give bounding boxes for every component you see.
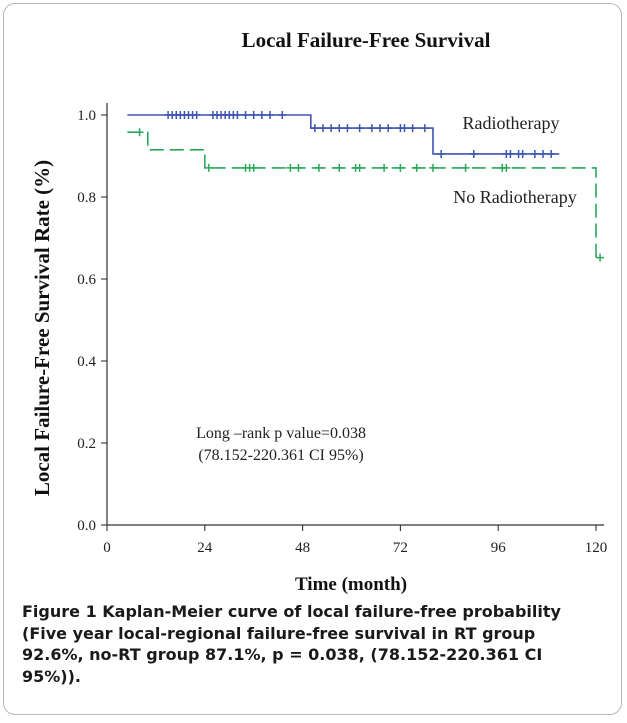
y-tick-label: 1.0 [77, 108, 96, 124]
y-tick-label: 0.8 [77, 190, 96, 206]
censor-mark-radiotherapy [192, 111, 201, 119]
censor-mark-radiotherapy [310, 124, 319, 133]
censor-mark-no-radiotherapy [461, 163, 470, 172]
x-tick-label: 72 [393, 540, 408, 556]
series-line-no-radiotherapy [127, 131, 601, 259]
censor-mark-radiotherapy [343, 124, 352, 133]
censor-mark-no-radiotherapy [294, 163, 303, 172]
censor-mark-radiotherapy [278, 111, 287, 119]
caption-label: Figure 1 [22, 602, 97, 621]
censor-mark-radiotherapy [530, 149, 539, 158]
censor-mark-radiotherapy [376, 124, 385, 133]
censor-mark-radiotherapy [437, 149, 446, 158]
censor-mark-radiotherapy [249, 111, 258, 119]
censor-mark-radiotherapy [257, 111, 266, 119]
censor-mark-radiotherapy [355, 124, 364, 133]
x-axis-label: Time (month) [295, 574, 407, 595]
y-axis-label: Local Failure-Free Survival Rate (%) [30, 160, 54, 496]
series-layer [127, 111, 605, 262]
figure-caption: Figure 1 Kaplan-Meier curve of local fai… [22, 601, 602, 687]
censor-mark-no-radiotherapy [249, 163, 258, 172]
censor-mark-radiotherapy [384, 124, 393, 133]
censor-mark-radiotherapy [318, 124, 327, 133]
x-tick-label: 0 [103, 540, 111, 556]
annotation-ci: (78.152-220.361 CI 95%) [198, 447, 363, 464]
x-tick-label: 48 [295, 540, 310, 556]
censor-mark-no-radiotherapy [286, 163, 295, 172]
censor-mark-radiotherapy [367, 124, 376, 133]
censor-mark-radiotherapy [335, 124, 344, 133]
censor-mark-no-radiotherapy [596, 253, 605, 262]
x-tick-label: 120 [585, 540, 608, 556]
caption-end: . [74, 666, 81, 686]
series-label-no-radiotherapy: No Radiotherapy [453, 187, 576, 207]
censor-mark-no-radiotherapy [355, 163, 364, 172]
series-label-radiotherapy: Radiotherapy [463, 113, 560, 133]
censor-mark-radiotherapy [266, 111, 274, 119]
censor-mark-radiotherapy [408, 124, 417, 133]
censor-mark-no-radiotherapy [429, 163, 437, 172]
y-tick-label: 0.4 [77, 354, 96, 370]
censor-mark-radiotherapy [233, 111, 242, 119]
censor-mark-no-radiotherapy [135, 128, 144, 137]
censor-mark-radiotherapy [539, 149, 548, 158]
censor-mark-radiotherapy [506, 149, 515, 158]
y-tick-label: 0.6 [77, 272, 96, 288]
annotation-logrank: Long –rank p value=0.038 [196, 425, 366, 442]
censor-mark-radiotherapy [547, 149, 556, 158]
censor-mark-radiotherapy [241, 111, 250, 119]
caption-text: Kaplan-Meier curve of local failure-free… [22, 602, 561, 686]
km-chart: Local Failure-Free Survival Local Failur… [30, 28, 607, 595]
censor-mark-radiotherapy [420, 124, 429, 133]
censor-mark-no-radiotherapy [412, 163, 421, 172]
censor-mark-no-radiotherapy [396, 163, 405, 172]
censor-mark-no-radiotherapy [502, 163, 511, 172]
censor-mark-radiotherapy [518, 149, 527, 158]
censor-mark-no-radiotherapy [380, 163, 389, 172]
y-tick-label: 0.2 [77, 436, 96, 452]
censor-mark-no-radiotherapy [204, 163, 213, 172]
censor-mark-radiotherapy [327, 124, 336, 133]
y-tick-label: 0.0 [77, 518, 96, 534]
axes-group: 0 24 48 72 96 120 0.0 0.2 0.4 0.6 0.8 1.0 [77, 103, 607, 556]
series-labels: Radiotherapy No Radiotherapy [453, 113, 576, 207]
censor-mark-radiotherapy [469, 149, 478, 158]
chart-title: Local Failure-Free Survival [242, 28, 491, 52]
figure-frame [3, 3, 622, 715]
censor-mark-no-radiotherapy [335, 163, 344, 172]
censor-mark-radiotherapy [400, 124, 409, 133]
x-tick-label: 96 [491, 540, 507, 556]
censor-mark-no-radiotherapy [314, 163, 323, 172]
x-tick-label: 24 [197, 540, 213, 556]
